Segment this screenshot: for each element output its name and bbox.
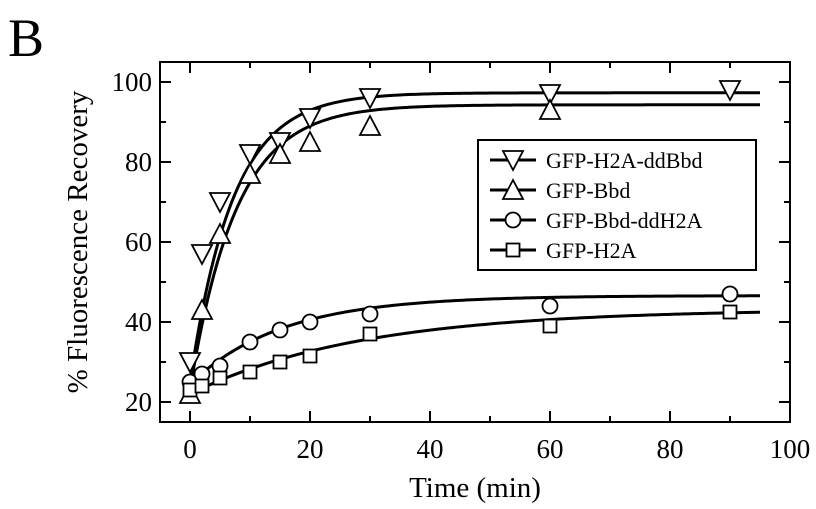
x-tick-label: 80 <box>657 434 684 464</box>
data-point-circle <box>301 313 319 331</box>
data-markers <box>178 80 742 404</box>
y-tick-label: 60 <box>125 227 152 257</box>
legend-label: GFP-H2A-ddBbd <box>546 148 702 173</box>
data-point-square <box>194 378 210 394</box>
data-point-triangle-down <box>298 108 322 130</box>
legend-label: GFP-H2A <box>546 238 637 263</box>
data-point-circle <box>541 297 559 315</box>
data-point-triangle-up <box>208 222 232 244</box>
data-point-triangle-down <box>718 80 742 102</box>
x-tick-label: 60 <box>537 434 564 464</box>
legend-box <box>477 139 757 271</box>
data-point-square <box>302 348 318 364</box>
fit-curve-GFP-H2A-ddBbd <box>188 91 760 383</box>
legend-label: GFP-Bbd <box>546 178 630 203</box>
y-tick-label: 40 <box>125 307 152 337</box>
data-point-circle <box>721 285 739 303</box>
x-tick-label: 40 <box>417 434 444 464</box>
data-point-square <box>182 382 198 398</box>
data-point-triangle-up <box>268 142 292 164</box>
y-tick-label: 80 <box>125 147 152 177</box>
data-point-square <box>362 326 378 342</box>
y-tick-label: 100 <box>112 67 153 97</box>
data-point-square <box>542 318 558 334</box>
data-point-square <box>722 304 738 320</box>
legend: GFP-H2A-ddBbd GFP-Bbd GFP-Bbd-ddH2A GFP-H2A <box>477 139 757 271</box>
x-tick-label: 0 <box>183 434 197 464</box>
panel-label: B <box>8 8 44 68</box>
y-tick-label: 20 <box>125 387 152 417</box>
legend-label: GFP-Bbd-ddH2A <box>546 208 703 233</box>
x-tick-label: 100 <box>770 434 811 464</box>
data-point-triangle-down <box>538 84 562 106</box>
data-point-triangle-down <box>190 244 214 266</box>
data-point-circle <box>271 321 289 339</box>
data-point-square <box>242 364 258 380</box>
legend-marker-square <box>505 242 521 258</box>
data-point-triangle-up <box>238 162 262 184</box>
legend-marker-triangle-up <box>501 178 525 200</box>
y-axis-title: % Fluorescence Recovery <box>62 90 94 393</box>
x-tick-label: 20 <box>297 434 324 464</box>
data-point-circle <box>241 333 259 351</box>
data-point-triangle-up <box>358 114 382 136</box>
data-point-triangle-down <box>358 88 382 110</box>
legend-marker-circle <box>504 211 522 229</box>
data-point-triangle-up <box>538 98 562 120</box>
data-point-square <box>212 370 228 386</box>
data-point-triangle-down <box>238 144 262 166</box>
data-point-triangle-up <box>190 298 214 320</box>
data-point-triangle-down <box>178 352 202 374</box>
data-point-triangle-down <box>208 192 232 214</box>
data-point-square <box>272 354 288 370</box>
data-point-circle <box>361 305 379 323</box>
x-axis-title: Time (min) <box>409 472 541 504</box>
data-point-triangle-up <box>298 130 322 152</box>
legend-marker-triangle-down <box>501 150 525 172</box>
axes: 0 20 40 60 80 100 20 40 60 80 100 <box>112 61 811 464</box>
fit-curve-GFP-Bbd-ddH2A <box>188 294 761 386</box>
